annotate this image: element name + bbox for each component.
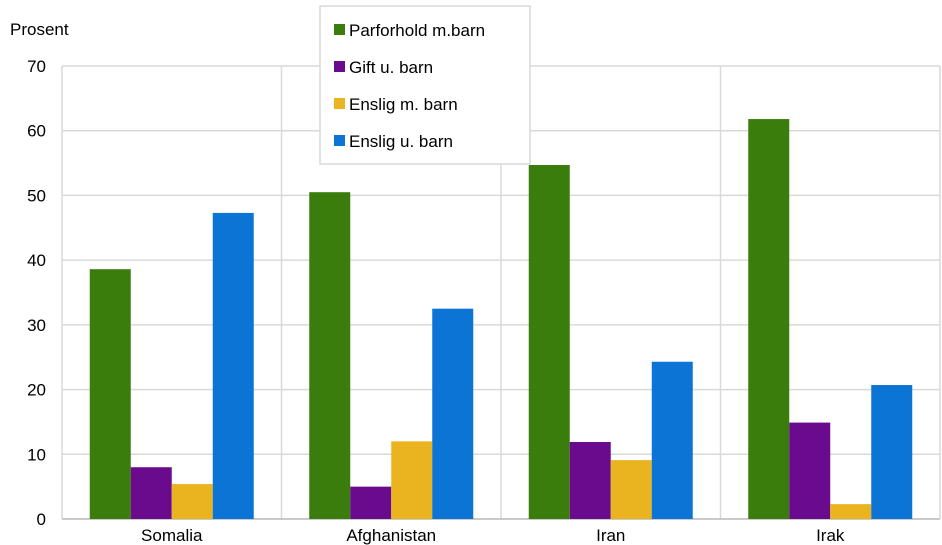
bar	[391, 441, 433, 519]
y-tick-label: 20	[27, 381, 46, 400]
bar	[569, 441, 611, 519]
bar	[432, 308, 474, 519]
legend-label: Enslig u. barn	[349, 132, 453, 151]
x-tick-label: Iran	[596, 526, 625, 545]
y-tick-label: 60	[27, 122, 46, 141]
y-axis-label: Prosent	[10, 20, 69, 39]
legend-box	[319, 5, 531, 165]
legend-swatch	[334, 98, 345, 109]
legend-swatch	[334, 135, 345, 146]
bars	[89, 119, 913, 520]
y-tick-label: 50	[27, 186, 46, 205]
bar	[89, 269, 131, 519]
x-tick-label: Irak	[816, 526, 845, 545]
legend: Parforhold m.barn Gift u. barn Enslig m. b…	[319, 5, 531, 165]
y-tick-label: 40	[27, 251, 46, 270]
bar	[830, 504, 872, 519]
bar	[789, 422, 831, 519]
legend-label: Gift u. barn	[349, 58, 433, 77]
y-tick-label: 70	[27, 57, 46, 76]
bar	[610, 460, 652, 519]
bar	[309, 192, 351, 519]
y-tick-label: 10	[27, 445, 46, 464]
bar	[350, 486, 392, 519]
bar	[171, 484, 213, 519]
legend-swatch	[334, 61, 345, 72]
bar	[130, 467, 172, 519]
y-tick-label: 0	[37, 510, 46, 529]
legend-label: Parforhold m.barn	[349, 21, 485, 40]
bar	[528, 165, 570, 519]
bar	[748, 119, 790, 520]
bar	[651, 361, 693, 519]
bar	[871, 385, 913, 519]
y-tick-label: 30	[27, 316, 46, 335]
bar	[212, 212, 254, 519]
y-tick-labels: 0 10 20 30 40 50 60 70	[27, 57, 46, 529]
legend-swatch	[334, 24, 345, 35]
legend-label: Enslig m. barn	[349, 95, 458, 114]
x-tick-label: Somalia	[141, 526, 203, 545]
x-tick-labels: Somalia Afghanistan Iran Irak	[141, 526, 845, 545]
x-tick-label: Afghanistan	[346, 526, 436, 545]
